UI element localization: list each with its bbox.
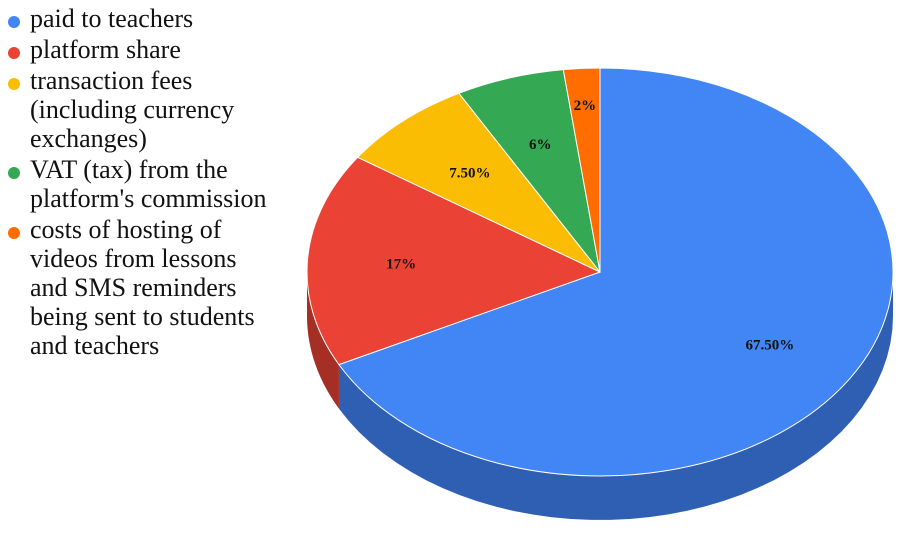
slice-value-label: 17% <box>386 256 416 272</box>
legend-swatch-icon <box>8 167 20 179</box>
legend-label: VAT (tax) from the platform's commission <box>30 155 267 213</box>
pie-slice-transaction-fees-including-currency-exch <box>356 92 601 273</box>
legend-item-paid-to-teachers: paid to teachers <box>6 4 276 33</box>
pie-slice-platform-share <box>306 156 602 366</box>
chart-legend: paid to teachers platform share transact… <box>6 4 276 362</box>
legend-label: transaction fees (including currency exc… <box>30 66 235 153</box>
pie-slice-costs-of-hosting-of-videos-from-lessons- <box>562 67 601 273</box>
legend-item-vat: VAT (tax) from the platform's commission <box>6 155 276 213</box>
legend-label: platform share <box>30 35 181 64</box>
legend-swatch-icon <box>8 78 20 90</box>
slice-value-label: 2% <box>574 98 597 114</box>
slice-value-label: 6% <box>529 137 552 153</box>
pie-slices <box>306 67 894 477</box>
pie-side-paid-to-teachers <box>338 272 893 520</box>
pie-slice-paid-to-teachers <box>338 67 894 477</box>
legend-swatch-icon <box>8 16 20 28</box>
slice-labels: 67.50% 17% 7.50% 6% 2% <box>386 98 794 353</box>
legend-swatch-icon <box>8 227 20 239</box>
legend-item-hosting-costs: costs of hosting of videos from lessons … <box>6 215 276 360</box>
legend-swatch-icon <box>8 47 20 59</box>
legend-label: costs of hosting of videos from lessons … <box>30 215 255 360</box>
pie-side-platform-share <box>307 272 339 409</box>
pie-sides <box>307 272 893 520</box>
legend-item-transaction-fees: transaction fees (including currency exc… <box>6 66 276 153</box>
legend-item-platform-share: platform share <box>6 35 276 64</box>
slice-value-label: 67.50% <box>746 337 795 353</box>
legend-label: paid to teachers <box>30 4 194 33</box>
slice-value-label: 7.50% <box>449 165 490 181</box>
